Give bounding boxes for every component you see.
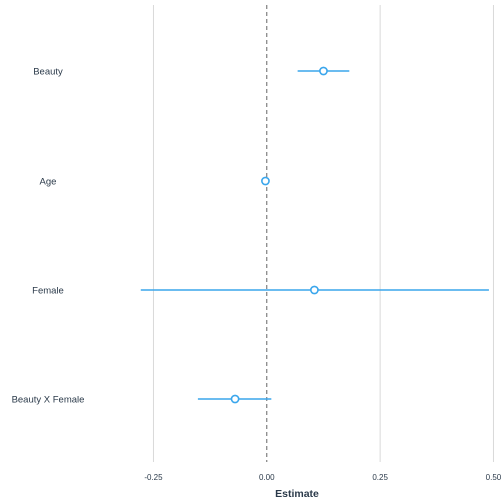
point-age xyxy=(261,176,270,186)
estimate-marks xyxy=(140,66,489,404)
y-label-beauty-x-female: Beauty X Female xyxy=(12,395,85,406)
x-tick-label: 0.25 xyxy=(372,473,388,482)
point-beauty-x-female xyxy=(230,394,240,404)
y-label-age: Age xyxy=(40,177,57,188)
x-tick-label: 0.50 xyxy=(486,473,502,482)
gridlines xyxy=(152,5,494,462)
point-beauty xyxy=(319,66,328,76)
y-axis-labels: Beauty Age Female Beauty X Female xyxy=(12,67,85,406)
y-label-beauty: Beauty xyxy=(33,67,63,78)
y-label-female: Female xyxy=(32,286,64,297)
x-axis-tick-labels: -0.25 0.00 0.25 0.50 xyxy=(144,473,501,482)
x-tick-label: 0.00 xyxy=(259,473,275,482)
x-axis-title: Estimate xyxy=(275,488,319,500)
x-tick-label: -0.25 xyxy=(144,473,163,482)
point-female xyxy=(309,285,319,295)
